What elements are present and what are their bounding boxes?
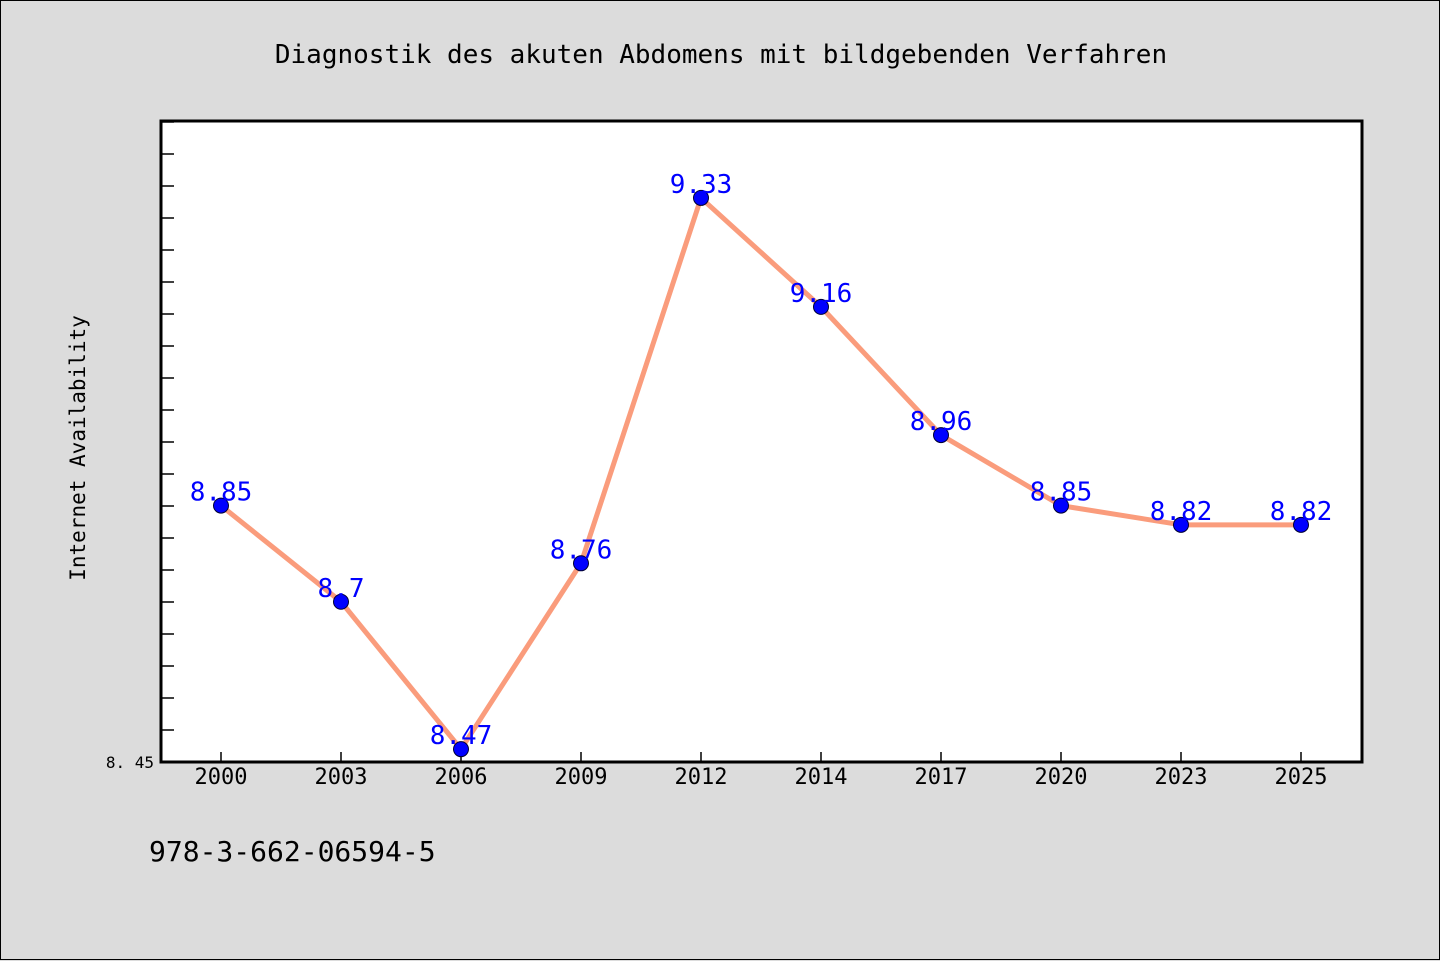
data-point <box>1293 516 1309 533</box>
x-tick-label: 2014 <box>795 765 848 790</box>
data-label: 8.85 <box>1030 478 1093 508</box>
series-line <box>218 195 1304 752</box>
x-tick-label: 2020 <box>1035 765 1088 790</box>
data-point <box>333 593 349 610</box>
data-label: 8.7 <box>318 574 365 604</box>
data-label: 9.33 <box>670 170 733 200</box>
y-axis-ticks: 8. 45 <box>106 121 174 772</box>
data-label: 8.82 <box>1270 497 1333 527</box>
plot-area <box>161 121 1362 762</box>
data-point <box>813 298 829 315</box>
x-tick-label: 2006 <box>435 765 488 790</box>
x-axis-ticks: 2000 2003 2006 2009 2012 2014 2017 2020 2023 2025 <box>195 752 1328 790</box>
data-label: 8.47 <box>430 721 493 751</box>
data-point <box>933 427 949 444</box>
plot-frame <box>159 119 1364 764</box>
data-label: 8.82 <box>1150 497 1213 527</box>
x-tick-label: 2000 <box>195 765 248 790</box>
x-tick-label: 2023 <box>1155 765 1208 790</box>
y-axis-label: Internet Availability <box>66 315 90 581</box>
x-tick-label: 2017 <box>915 765 968 790</box>
x-tick-label: 2003 <box>315 765 368 790</box>
data-label: 8.76 <box>550 535 613 565</box>
data-point <box>213 497 229 514</box>
data-labels: 8.85 8.7 8.47 8.76 9.33 9.16 8.96 8.85 8.82 8.82 <box>190 170 1333 751</box>
data-label: 8.85 <box>190 478 253 508</box>
data-point <box>693 189 709 206</box>
data-point <box>453 741 469 758</box>
series-layer <box>213 189 1309 758</box>
data-label: 9.16 <box>790 279 853 309</box>
data-point <box>1173 516 1189 533</box>
isbn-text: 978-3-662-06594-5 <box>149 835 436 868</box>
x-tick-label: 2012 <box>675 765 728 790</box>
data-point <box>573 555 589 572</box>
x-tick-label: 2009 <box>555 765 608 790</box>
data-label: 8.96 <box>910 407 973 437</box>
y-tick-label: 8. 45 <box>106 753 154 772</box>
x-tick-label: 2025 <box>1275 765 1328 790</box>
data-point <box>1053 497 1069 514</box>
chart-title: Diagnostik des akuten Abdomens mit bildg… <box>275 40 1167 70</box>
